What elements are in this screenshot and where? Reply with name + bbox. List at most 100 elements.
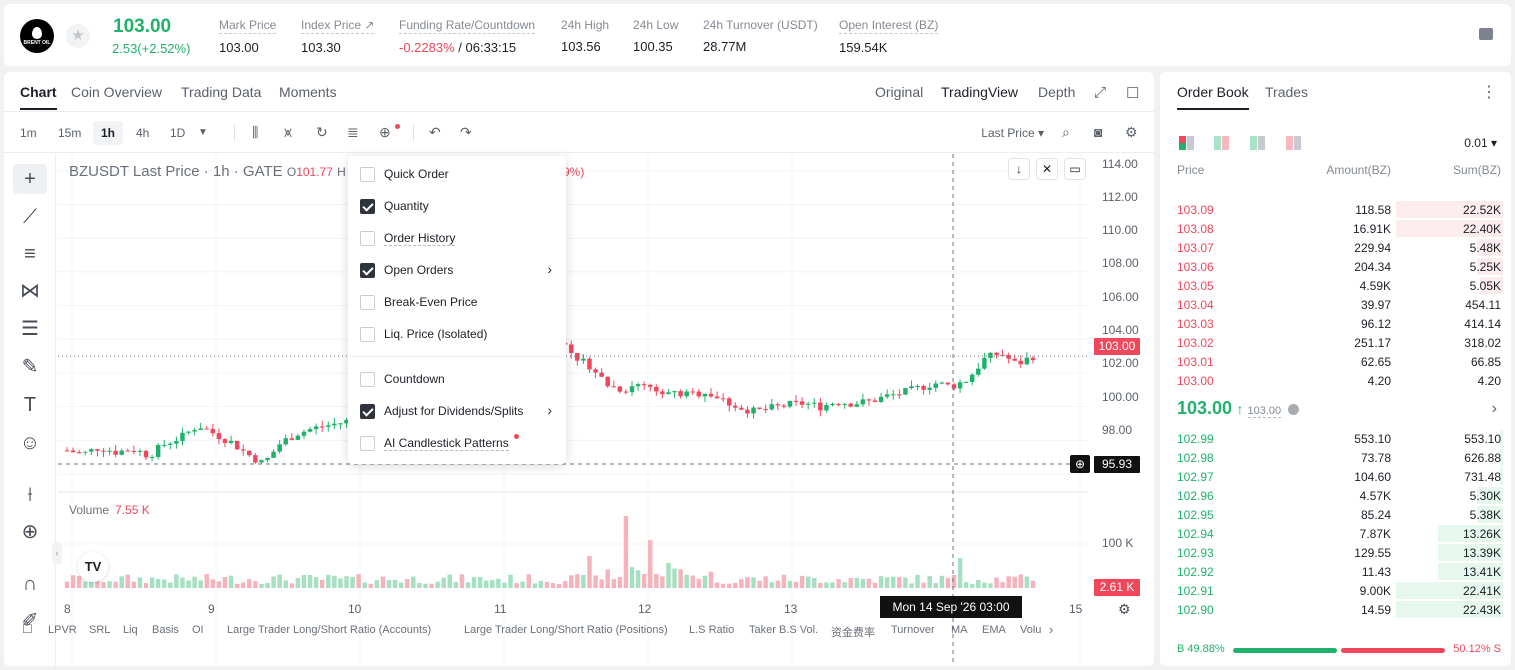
menu-liq-price[interactable]: Liq. Price (Isolated) [348,318,566,350]
bid-row[interactable]: 102.94 7.87K 13.26K [1160,524,1511,543]
indicator-ls-ratio[interactable]: L.S Ratio [689,624,735,636]
book-mode-asks-icon[interactable] [1286,136,1302,150]
indicator-turnover[interactable]: Turnover [891,624,935,636]
timeframe-1m[interactable]: 1m [20,126,37,140]
indicator-volume[interactable]: Volu [1020,624,1042,636]
zoom-in-icon[interactable]: ⊕ [21,521,39,543]
timeframe-dropdown-icon[interactable]: ▼ [198,127,208,138]
checkbox-ai-patterns[interactable] [360,436,375,451]
timeframe-4h[interactable]: 4h [136,126,150,140]
ask-row[interactable]: 103.08 16.91K 22.40K [1160,219,1511,238]
ask-row[interactable]: 103.06 204.34 5.25K [1160,257,1511,276]
indicator-ls-accounts[interactable]: Large Trader Long/Short Ratio (Accounts) [227,624,432,636]
bid-row[interactable]: 102.92 11.43 13.41K [1160,562,1511,581]
add-circle-icon[interactable]: ⊕ [379,124,391,140]
indicator-liq[interactable]: Liq [123,624,138,636]
chevron-right-icon[interactable]: › [1491,400,1497,417]
checkbox-open-orders[interactable] [360,263,375,278]
expand-icon[interactable]: ⤢ [1094,84,1107,101]
checkbox-countdown[interactable] [360,372,375,387]
book-mode-split-icon[interactable] [1214,136,1230,150]
ask-row[interactable]: 103.03 96.12 414.14 [1160,314,1511,333]
ask-row[interactable]: 103.01 62.65 66.85 [1160,352,1511,371]
timeframe-15m[interactable]: 15m [58,126,82,140]
search-icon[interactable]: ⌕ [1062,124,1070,140]
scroll-down-icon[interactable]: ↓ [1008,158,1030,180]
book-icon[interactable] [1479,28,1493,40]
indicator-taker-vol[interactable]: Taker B.S Vol. [749,624,819,636]
crosshair-icon[interactable]: + [13,164,47,194]
menu-quick-order[interactable]: Quick Order [348,158,566,190]
more-options-icon[interactable]: ⋮ [1481,84,1497,101]
fullscreen-icon[interactable]: ▭ [1064,158,1086,180]
add-alert-icon[interactable]: ⊕ [1070,455,1090,473]
stat-mark-price[interactable]: Mark Price 103.00 [219,18,277,55]
timeframe-1h[interactable]: 1h [93,121,124,145]
bid-row[interactable]: 102.99 553.10 553.10 [1160,429,1511,448]
tab-coin-overview[interactable]: Coin Overview [71,84,163,100]
checkbox-quantity[interactable] [360,199,375,214]
ask-row[interactable]: 103.07 229.94 5.48K [1160,238,1511,257]
menu-order-history[interactable]: Order History [348,222,566,254]
view-tradingview[interactable]: TradingView [941,84,1019,100]
timeframe-1d[interactable]: 1D [170,126,186,140]
checkbox-quick-order[interactable] [360,167,375,182]
bid-row[interactable]: 102.95 85.24 5.38K [1160,505,1511,524]
price-axis[interactable]: 114.00 112.00 110.00 108.00 106.00 104.0… [1092,154,1154,666]
indicator-basis[interactable]: Basis [152,624,179,636]
candle-type-icon[interactable]: ⫼ [252,124,259,140]
bid-row[interactable]: 102.90 14.59 22.43K [1160,600,1511,619]
settings-list-icon[interactable]: ≣ [347,124,359,140]
brush-icon[interactable]: ✎ [21,356,39,378]
last-price-select[interactable]: Last Price ▾ [981,126,1044,140]
indicator-lpvr[interactable]: LPVR [48,624,77,636]
ask-row[interactable]: 103.05 4.59K 5.05K [1160,276,1511,295]
replay-icon[interactable]: ↻ [316,124,328,140]
magnet-icon[interactable]: ∩ [22,573,38,595]
gear-icon[interactable]: ⚙ [1125,124,1138,140]
indicator-srl[interactable]: SRL [89,624,111,636]
indicators-icon[interactable]: ⩙ [284,124,292,140]
tab-trading-data[interactable]: Trading Data [181,84,262,100]
redo-icon[interactable]: ↷ [460,124,472,140]
horizontal-lines-icon[interactable]: ≡ [24,243,36,265]
indicator-funding[interactable]: 资金费率 [831,627,875,639]
chart-plot-area[interactable]: BZUSDT Last Price · 1h · GATE O101.77 H … [58,154,1088,666]
view-depth[interactable]: Depth [1038,84,1076,100]
bid-row[interactable]: 102.96 4.57K 5.30K [1160,486,1511,505]
ask-row[interactable]: 103.02 251.17 318.02 [1160,333,1511,352]
indicators-more-icon[interactable]: › [1049,622,1054,637]
checkbox-order-history[interactable] [360,231,375,246]
pattern-icon[interactable]: ⋈ [20,280,40,302]
checkbox-break-even[interactable] [360,295,375,310]
ask-row[interactable]: 103.04 39.97 454.11 [1160,295,1511,314]
trend-line-icon[interactable]: ⟋ [23,206,37,228]
camera-icon[interactable]: ◙ [1094,124,1103,140]
ruler-icon[interactable]: ⟊ [27,484,33,506]
tab-trades[interactable]: Trades [1265,84,1309,100]
indicator-oi[interactable]: OI [192,624,204,636]
favorite-star-icon[interactable]: ★ [66,24,90,48]
indicator-grid-icon[interactable]: ☐ [22,622,33,636]
menu-countdown[interactable]: Countdown [348,363,566,395]
tab-moments[interactable]: Moments [279,84,337,100]
stat-open-interest[interactable]: Open Interest (BZ) 159.54K [839,18,939,55]
bid-row[interactable]: 102.98 73.78 626.88 [1160,448,1511,467]
stat-index-price[interactable]: Index Price ↗ 103.30 [301,18,375,55]
fib-icon[interactable]: ☰ [21,318,39,340]
stat-funding-rate[interactable]: Funding Rate/Countdown -0.2283% / 06:33:1… [399,18,536,55]
emoji-icon[interactable]: ☺ [19,432,41,454]
menu-adjust-dividends[interactable]: Adjust for Dividends/Splits › [348,395,566,427]
indicator-ema[interactable]: EMA [982,624,1006,636]
checkbox-liq-price[interactable] [360,327,375,342]
text-icon[interactable]: T [23,394,37,416]
menu-quantity[interactable]: Quantity [348,190,566,222]
ask-row[interactable]: 103.09 118.58 22.52K [1160,200,1511,219]
axis-settings-icon[interactable]: ⚙ [1118,601,1131,617]
bid-row[interactable]: 102.93 129.55 13.39K [1160,543,1511,562]
view-original[interactable]: Original [875,84,924,100]
checkbox-adjust-dividends[interactable] [360,404,375,419]
book-mode-both-icon[interactable] [1179,136,1195,150]
bid-row[interactable]: 102.91 9.00K 22.41K [1160,581,1511,600]
undo-icon[interactable]: ↶ [429,124,441,140]
